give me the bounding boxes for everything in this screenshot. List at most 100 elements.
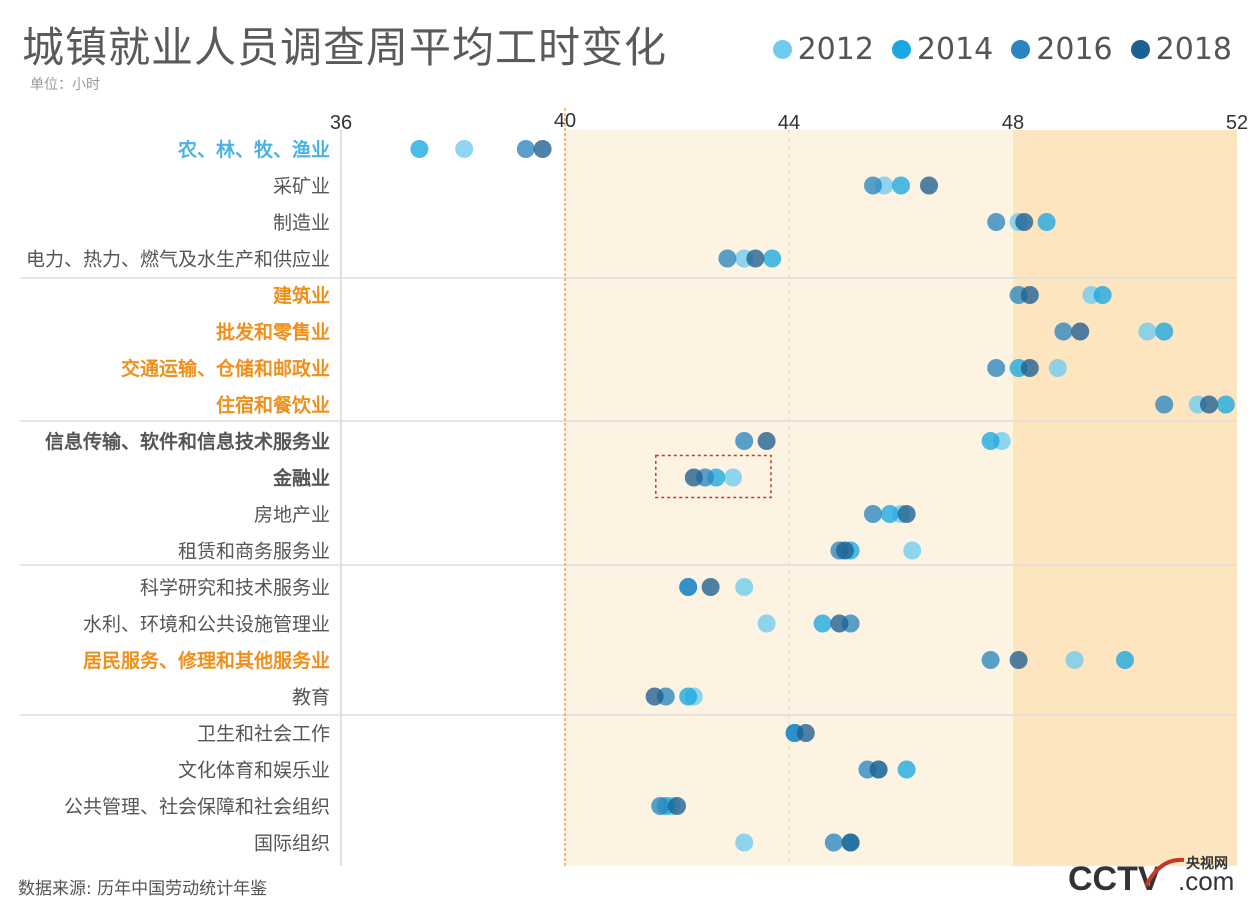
point-2016 [651,797,670,815]
category-label: 交通运输、仓储和邮政业 [121,357,330,380]
point-2012 [1138,322,1157,341]
point-2018 [1020,359,1039,377]
point-2018 [668,797,686,815]
point-2014 [892,176,910,195]
category-label: 水利、环境和公共设施管理业 [83,614,330,636]
band-48-52 [1013,130,1237,866]
point-2018 [645,687,664,706]
legend-dot-2016 [1011,40,1031,59]
category-label: 文化体育和娱乐业 [178,760,330,782]
point-2014 [679,687,698,706]
point-2012 [735,578,754,596]
point-2018 [1071,322,1090,341]
legend-item-2018: 2018 [1130,32,1232,67]
point-2018 [746,249,765,268]
point-2018 [1200,395,1218,414]
point-2016 [864,176,882,195]
logo-swoosh [1144,857,1185,887]
legend-dot-2014 [891,40,911,59]
point-2018 [701,578,720,596]
point-2012 [735,833,754,852]
point-2018 [757,432,776,450]
point-2016 [824,833,843,852]
legend-item-2016: 2016 [1011,32,1113,67]
point-2018 [869,760,888,779]
category-label: 卫生和社会工作 [197,723,330,745]
unit-label: 单位：小时 [30,77,100,93]
category-label: 金融业 [272,467,330,490]
point-2016 [516,140,535,158]
logo-sub: .com [1178,866,1234,896]
point-2018 [796,724,815,742]
legend-label-2014: 2014 [916,32,994,67]
point-2014 [1037,213,1056,231]
point-2016 [864,505,882,523]
category-label: 教育 [292,687,330,709]
x-tick-48: 48 [1002,112,1024,134]
point-2016 [735,432,754,450]
source-note: 数据来源: 历年中国劳动统计年鉴 [18,879,268,899]
x-tick-36: 36 [330,112,352,134]
point-2014 [1116,651,1134,669]
point-2018 [830,614,849,633]
legend-dot-2018 [1130,40,1150,59]
category-label: 住宿和餐饮业 [216,394,330,417]
point-2012 [1065,651,1084,669]
point-2014 [813,614,832,633]
legend-label-2012: 2012 [797,32,874,67]
x-tick-44: 44 [778,112,800,134]
point-2012 [903,541,922,560]
point-2016 [987,213,1006,231]
point-2014 [1093,286,1112,304]
legend-item-2012: 2012 [772,32,874,67]
category-label: 租赁和商务服务业 [178,541,330,563]
point-2014 [897,760,916,779]
point-2016 [987,359,1006,377]
category-label: 批发和零售业 [216,321,330,344]
point-2014 [1155,322,1174,341]
category-label: 房地产业 [254,504,330,526]
point-2018 [1009,651,1028,669]
category-label: 制造业 [273,212,330,234]
point-2016 [718,249,737,268]
legend-label-2016: 2016 [1036,32,1113,67]
point-2018 [920,176,938,195]
legend-label-2018: 2018 [1155,32,1232,67]
point-2018 [897,505,916,523]
point-2014 [880,505,899,523]
point-2018 [1020,286,1039,304]
point-2018 [1015,213,1034,231]
x-tick-52: 52 [1226,112,1248,134]
point-2012 [1048,359,1067,377]
logo-cn: 央视网 [1186,855,1228,872]
legend-item-2014: 2014 [891,32,994,67]
x-tick-40: 40 [554,110,576,132]
point-2018 [836,541,854,560]
category-label: 农、林、牧、渔业 [177,138,330,161]
category-label: 采矿业 [273,176,330,198]
point-2016 [1155,395,1174,414]
cctv-logo: CCTV .com 央视网 [1068,855,1234,896]
category-label: 国际组织 [254,833,330,855]
point-2014 [763,249,782,268]
category-label: 电力、热力、燃气及水生产和供应业 [26,249,330,271]
category-label: 科学研究和技术服务业 [140,577,330,599]
category-label: 建筑业 [273,284,330,307]
category-label: 信息传输、软件和信息技术服务业 [45,430,330,453]
point-2014 [1216,395,1235,414]
point-2012 [455,140,474,158]
category-label: 居民服务、修理和其他服务业 [83,649,330,672]
point-2012 [757,614,776,633]
point-2016 [679,578,698,596]
point-2012 [724,468,742,487]
chart-title: 城镇就业人员调查周平均工时变化 [22,23,668,72]
logo-main: CCTV [1068,860,1161,896]
point-2016 [981,651,1000,669]
point-2018 [684,468,703,487]
category-label: 公共管理、社会保障和社会组织 [64,796,330,818]
point-2018 [841,833,860,852]
point-2014 [410,140,429,158]
legend: 2012 2014 2016 2018 [772,32,1232,67]
legend-dot-2012 [772,40,792,59]
